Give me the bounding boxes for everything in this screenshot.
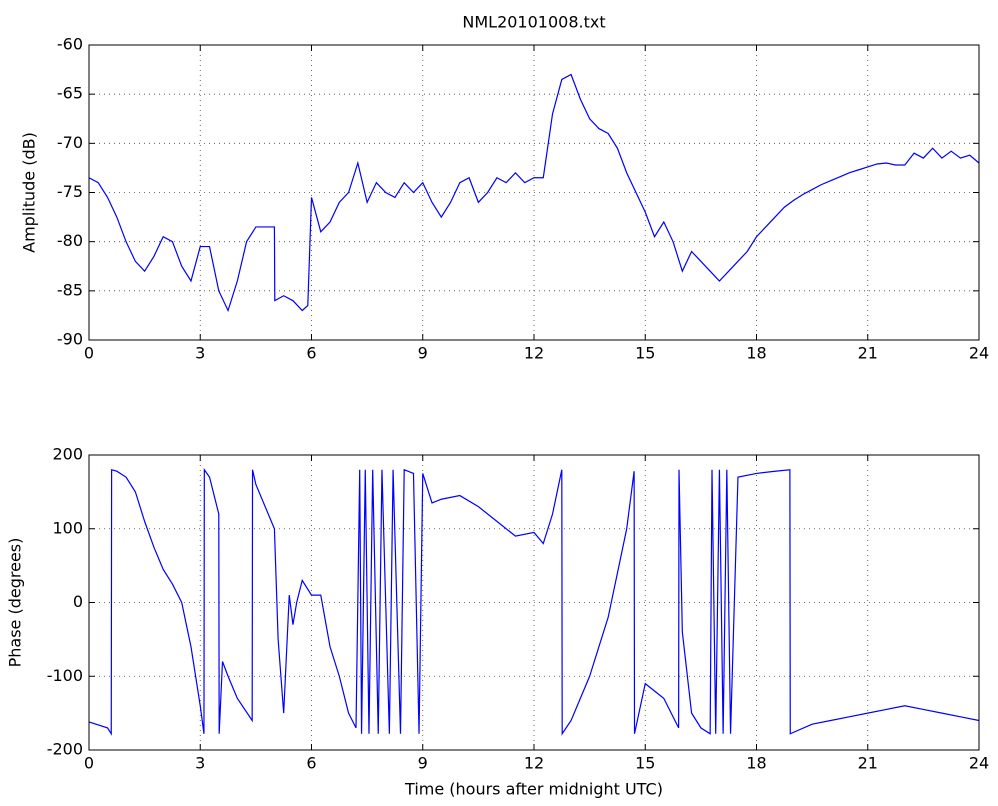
y-tick-label: 0 bbox=[73, 592, 83, 611]
y-tick-label: -85 bbox=[57, 280, 83, 299]
y-tick-label: -75 bbox=[57, 182, 83, 201]
x-tick-label: 0 bbox=[84, 344, 94, 363]
y-tick-label: -90 bbox=[57, 330, 83, 349]
x-tick-label: 15 bbox=[635, 754, 655, 773]
data-line bbox=[88, 73, 980, 313]
y-tick-label: -80 bbox=[57, 231, 83, 250]
x-tick-label: 3 bbox=[195, 754, 205, 773]
x-tick-label: 6 bbox=[306, 754, 316, 773]
data-line bbox=[88, 467, 980, 736]
x-tick-label: 18 bbox=[746, 344, 766, 363]
x-tick-label: 9 bbox=[418, 754, 428, 773]
y-tick-label: -60 bbox=[57, 35, 83, 54]
y-tick-label: -65 bbox=[57, 84, 83, 103]
y-axis-label: Phase (degrees) bbox=[6, 538, 25, 668]
x-tick-label: 21 bbox=[858, 344, 878, 363]
y-axis-label: Amplitude (dB) bbox=[20, 132, 39, 253]
y-tick-label: -200 bbox=[47, 740, 83, 759]
x-tick-label: 15 bbox=[635, 344, 655, 363]
x-tick-label: 3 bbox=[195, 344, 205, 363]
x-tick-label: 12 bbox=[524, 754, 544, 773]
x-tick-label: 24 bbox=[969, 344, 989, 363]
x-axis-label: Time (hours after midnight UTC) bbox=[404, 780, 663, 799]
x-tick-label: 24 bbox=[969, 754, 989, 773]
y-tick-label: 200 bbox=[52, 445, 83, 464]
y-tick-label: 100 bbox=[52, 518, 83, 537]
x-tick-label: 9 bbox=[418, 344, 428, 363]
axes-frame bbox=[88, 44, 980, 341]
axes-frame bbox=[88, 454, 980, 751]
x-tick-label: 6 bbox=[306, 344, 316, 363]
x-tick-label: 0 bbox=[84, 754, 94, 773]
x-tick-label: 18 bbox=[746, 754, 766, 773]
x-tick-label: 21 bbox=[858, 754, 878, 773]
y-tick-label: -70 bbox=[57, 133, 83, 152]
x-tick-label: 12 bbox=[524, 344, 544, 363]
y-tick-label: -100 bbox=[47, 666, 83, 685]
chart-title: NML20101008.txt bbox=[462, 13, 605, 32]
